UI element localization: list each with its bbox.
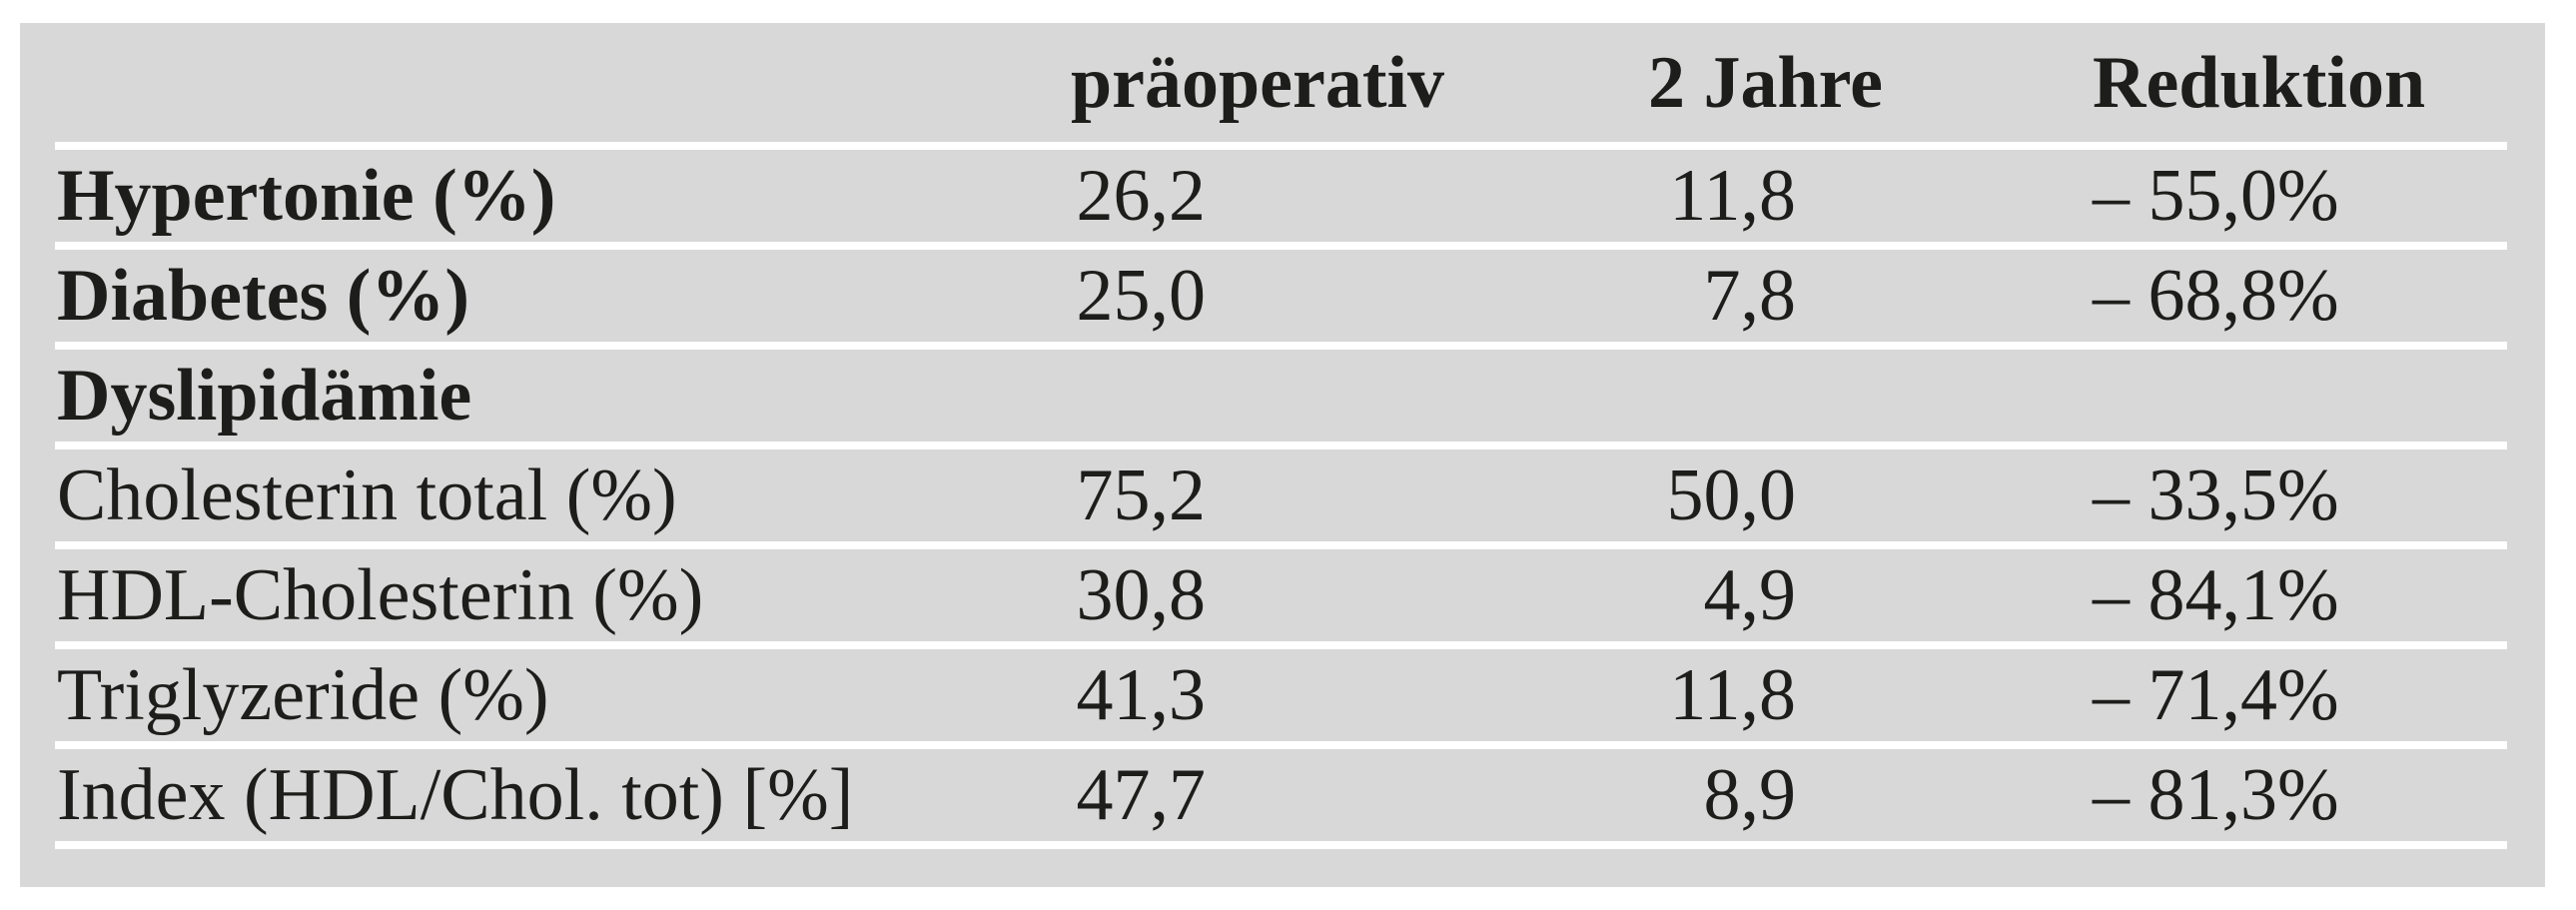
- value-2-jahre: 11,8: [1669, 155, 1796, 237]
- row-label: Hypertonie (%): [57, 155, 556, 237]
- value-2-jahre: 11,8: [1669, 654, 1796, 736]
- table-header-row: präoperativ 2 Jahre Reduktion: [20, 23, 2545, 142]
- row-separator: [55, 741, 2507, 749]
- value-praeoperativ: 25,0: [1076, 255, 1207, 337]
- row-separator: [55, 242, 2507, 250]
- table-row-index-hdl-chol: Index (HDL/Chol. tot) [%] 47,7 8,9 – 81,…: [20, 749, 2545, 841]
- value-2-jahre: 50,0: [1666, 455, 1797, 536]
- value-praeoperativ: 75,2: [1076, 455, 1207, 536]
- row-separator: [55, 841, 2507, 849]
- comorbidity-table: präoperativ 2 Jahre Reduktion Hypertonie…: [20, 23, 2545, 887]
- row-label: HDL-Cholesterin (%): [57, 554, 704, 636]
- row-label: Index (HDL/Chol. tot) [%]: [57, 754, 854, 836]
- row-label: Triglyzeride (%): [57, 654, 549, 736]
- table-row-dyslipidaemie-section: Dyslipidämie: [20, 350, 2545, 442]
- value-2-jahre: 7,8: [1703, 255, 1797, 337]
- column-header-praeoperativ: präoperativ: [1071, 41, 1445, 124]
- value-reduktion: – 71,4%: [2093, 654, 2339, 736]
- value-praeoperativ: 26,2: [1076, 155, 1207, 237]
- row-separator: [55, 641, 2507, 649]
- row-separator: [55, 142, 2507, 150]
- row-separator: [55, 541, 2507, 549]
- table-row-hdl-cholesterin: HDL-Cholesterin (%) 30,8 4,9 – 84,1%: [20, 549, 2545, 641]
- value-reduktion: – 33,5%: [2093, 455, 2339, 536]
- value-2-jahre: 8,9: [1703, 754, 1797, 836]
- row-separator: [55, 342, 2507, 350]
- row-label: Dyslipidämie: [57, 355, 472, 437]
- value-reduktion: – 84,1%: [2093, 554, 2339, 636]
- value-2-jahre: 4,9: [1703, 554, 1797, 636]
- table-row-triglyzeride: Triglyzeride (%) 41,3 11,8 – 71,4%: [20, 649, 2545, 741]
- value-reduktion: – 55,0%: [2093, 155, 2339, 237]
- table-row-hypertonie: Hypertonie (%) 26,2 11,8 – 55,0%: [20, 150, 2545, 242]
- column-header-reduktion: Reduktion: [2093, 41, 2426, 124]
- value-praeoperativ: 47,7: [1076, 754, 1207, 836]
- value-praeoperativ: 41,3: [1076, 654, 1207, 736]
- table-row-diabetes: Diabetes (%) 25,0 7,8 – 68,8%: [20, 250, 2545, 342]
- table-row-cholesterin-total: Cholesterin total (%) 75,2 50,0 – 33,5%: [20, 450, 2545, 541]
- row-label: Cholesterin total (%): [57, 455, 677, 536]
- row-separator: [55, 442, 2507, 450]
- value-reduktion: – 81,3%: [2093, 754, 2339, 836]
- column-header-2-jahre: 2 Jahre: [1648, 41, 1884, 124]
- value-praeoperativ: 30,8: [1076, 554, 1207, 636]
- row-label: Diabetes (%): [57, 255, 470, 337]
- value-reduktion: – 68,8%: [2093, 255, 2339, 337]
